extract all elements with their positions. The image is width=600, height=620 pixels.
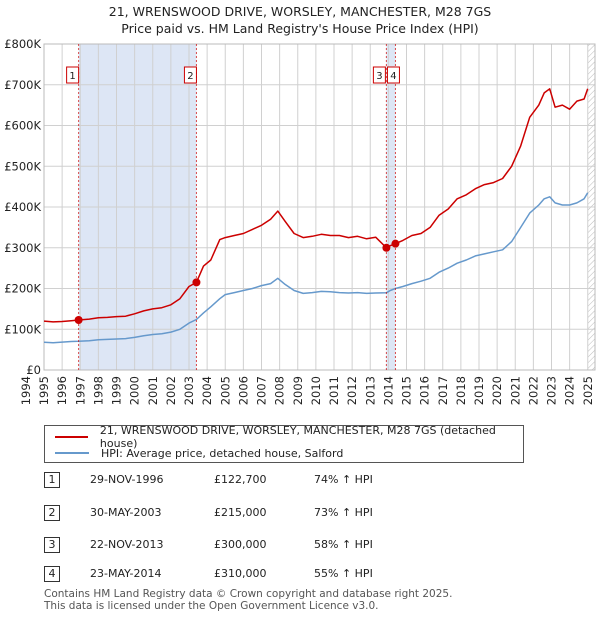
chart-legend: 21, WRENSWOOD DRIVE, WORSLEY, MANCHESTER…: [44, 424, 524, 463]
x-tick-label: 2007: [255, 376, 269, 405]
footer: Contains HM Land Registry data © Crown c…: [44, 588, 452, 612]
sale-label-text: 1: [69, 71, 75, 82]
legend-item-property: 21, WRENSWOOD DRIVE, WORSLEY, MANCHESTER…: [55, 424, 523, 450]
x-tick-label: 1994: [19, 376, 33, 405]
legend-line-hpi: [55, 452, 89, 454]
chart-subtitle: Price paid vs. HM Land Registry's House …: [121, 21, 479, 36]
x-tick-label: 2021: [508, 376, 522, 405]
sale-point: [391, 239, 400, 248]
x-tick-label: 2019: [472, 376, 486, 405]
plot-border: [43, 43, 596, 371]
x-tick-label: 2016: [418, 376, 432, 405]
sale-point: [74, 315, 83, 324]
sale-label-box: [372, 66, 386, 84]
x-tick-label: 2006: [236, 376, 250, 405]
sale-row: 3 22-NOV-2013 £300,000 58% ↑ HPI: [44, 537, 544, 557]
x-tick-label: 1995: [37, 376, 51, 405]
sale-date: 29-NOV-1996: [90, 473, 164, 486]
x-tick-label: 2008: [273, 376, 287, 405]
sale-label-text: 3: [376, 71, 382, 82]
sale-hpi-change: 73% ↑ HPI: [314, 506, 373, 519]
sale-row: 1 29-NOV-1996 £122,700 74% ↑ HPI: [44, 472, 544, 492]
sale-price: £215,000: [214, 506, 267, 519]
legend-line-property: [55, 436, 88, 438]
series-line-hpi: [43, 192, 589, 344]
x-tick-label: 2004: [200, 376, 214, 405]
y-tick-label: £400K: [4, 200, 41, 214]
x-tick-label: 1997: [73, 376, 87, 405]
sale-hpi-change: 55% ↑ HPI: [314, 567, 373, 580]
legend-label-property: 21, WRENSWOOD DRIVE, WORSLEY, MANCHESTER…: [99, 424, 496, 450]
sale-date: 23-MAY-2014: [90, 567, 162, 580]
legend-label-hpi: HPI: Average price, detached house, Salf…: [101, 446, 344, 460]
sale-number-badge: 2: [44, 505, 60, 521]
y-tick-label: £800K: [4, 37, 41, 51]
x-tick-label: 2012: [345, 376, 359, 405]
x-tick-label: 1999: [110, 376, 124, 405]
x-tick-label: 2013: [363, 376, 377, 405]
y-tick-label: £600K: [4, 119, 41, 133]
x-tick-label: 2005: [218, 376, 232, 405]
sale-number-badge: 3: [44, 537, 60, 553]
y-tick-label: £300K: [4, 241, 41, 255]
x-tick-label: 2024: [563, 376, 577, 405]
x-tick-label: 2011: [327, 376, 341, 405]
sale-row: 2 30-MAY-2003 £215,000 73% ↑ HPI: [44, 505, 544, 525]
sale-date: 22-NOV-2013: [90, 538, 164, 551]
y-tick-label: £100K: [4, 322, 41, 336]
x-tick-label: 2022: [526, 376, 540, 405]
x-tick-label: 2009: [291, 376, 305, 405]
footer-licence: This data is licensed under the Open Gov…: [44, 600, 379, 612]
sale-number-badge: 4: [44, 566, 60, 582]
sale-hpi-change: 74% ↑ HPI: [314, 473, 373, 486]
price-chart: £0 £100K £200K £300K £400K £500K £600K £700K £80…: [4, 37, 596, 405]
chart-title: 21, WRENSWOOD DRIVE, WORSLEY, MANCHESTER…: [108, 4, 492, 19]
sale-label-text: 2: [187, 71, 193, 82]
x-tick-label: 2015: [400, 376, 414, 405]
sale-label-box: [66, 66, 80, 84]
series-line-property: [43, 88, 589, 323]
sale-date: 30-MAY-2003: [90, 506, 162, 519]
x-tick-label: 1998: [91, 376, 105, 405]
sale-hpi-change: 58% ↑ HPI: [314, 538, 373, 551]
x-tick-label: 2001: [146, 376, 160, 405]
x-tick-label: 2020: [490, 376, 504, 405]
x-tick-label: 2010: [309, 376, 323, 405]
sale-label-box: [183, 66, 197, 84]
sale-label-text: 4: [390, 71, 396, 82]
x-tick-label: 2025: [581, 376, 595, 405]
y-tick-label: £0: [26, 363, 41, 377]
y-tick-label: £500K: [4, 159, 41, 173]
sale-price: £122,700: [214, 473, 267, 486]
sale-row: 4 23-MAY-2014 £310,000 55% ↑ HPI: [44, 566, 544, 586]
y-tick-label: £700K: [4, 78, 41, 92]
x-tick-label: 2023: [545, 376, 559, 405]
sale-point: [192, 278, 201, 287]
x-tick-label: 2000: [128, 376, 142, 405]
sale-number-badge: 1: [44, 472, 60, 488]
x-tick-label: 2018: [454, 376, 468, 405]
sale-price: £300,000: [214, 538, 267, 551]
x-tick-label: 2002: [164, 376, 178, 405]
x-tick-label: 2003: [182, 376, 196, 405]
sale-point: [382, 243, 391, 252]
footer-copyright: Contains HM Land Registry data © Crown c…: [44, 588, 453, 600]
sale-label-box: [386, 66, 400, 84]
y-tick-label: £200K: [4, 282, 41, 296]
sale-price: £310,000: [214, 567, 267, 580]
x-tick-label: 2014: [381, 376, 395, 405]
x-tick-label: 2017: [436, 376, 450, 405]
x-tick-label: 1996: [55, 376, 69, 405]
legend-item-hpi: HPI: Average price, detached house, Salf…: [55, 445, 343, 461]
